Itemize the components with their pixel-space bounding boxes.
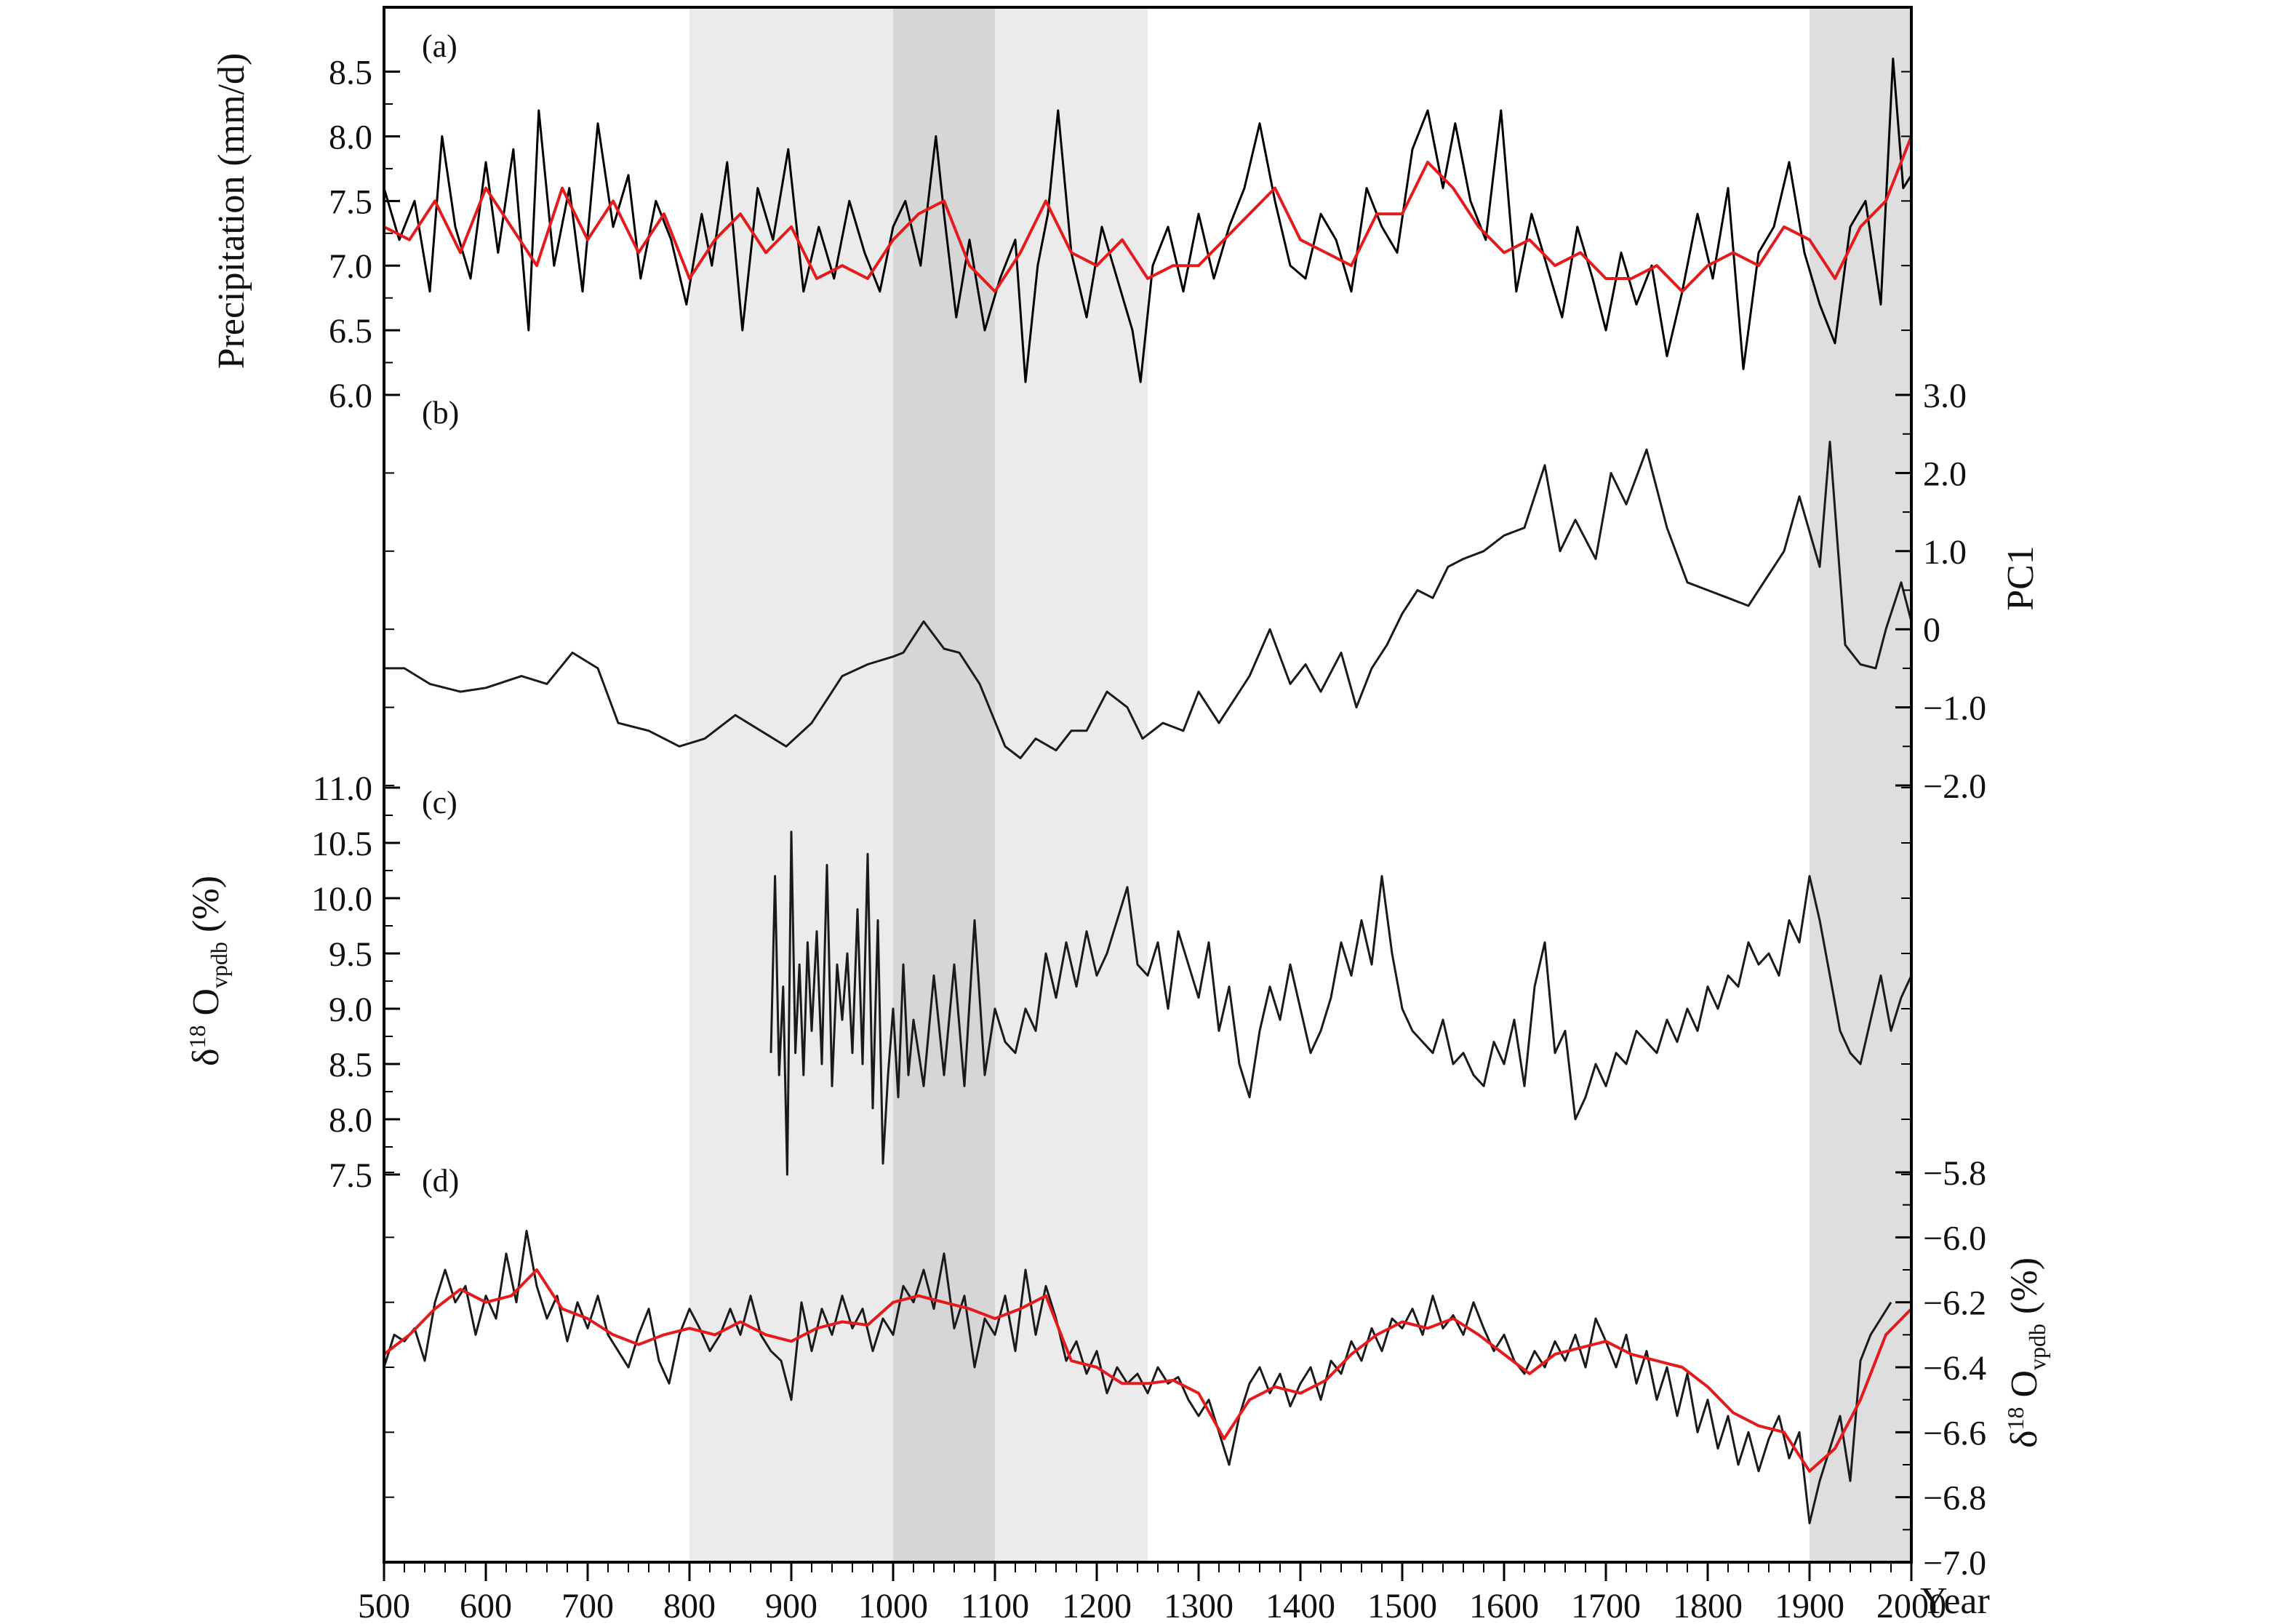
panel-1-raw-line [384, 440, 1913, 759]
panel-2-ytick-label-5: 10.0 [311, 880, 372, 919]
panel-2-ytick-label-1: 8.0 [329, 1101, 372, 1140]
plot-frame [383, 6, 1913, 1564]
panel-1-ytick-label-5: 3.0 [1923, 377, 1967, 415]
panel-a-label: (a) [422, 28, 457, 64]
panel-c-ylabel: δ18 Ovpdb (%) [184, 876, 232, 1066]
panel-2-raw-line [769, 831, 1913, 1176]
panel-2-series [769, 831, 1913, 1176]
x-tick-label-15: 2000 [1876, 1587, 1946, 1624]
shaded-periods [689, 7, 1911, 1562]
x-tick-label-4: 900 [765, 1587, 817, 1624]
panel-0-ytick-label-4: 8.0 [329, 118, 372, 156]
panel-1-ytick-label-3: 1.0 [1923, 533, 1967, 572]
panel-0-ytick-label-1: 6.5 [329, 312, 372, 351]
x-tick-label-6: 1100 [961, 1587, 1029, 1624]
axes-layer: 6.0 6.5 7.0 7.5 8.0 8.5 −2.0 −1.0 0 1.0 2.0 3.0 7.5 8… [311, 6, 1986, 1624]
x-tick-label-13: 1800 [1673, 1587, 1743, 1624]
panel-3-ytick-label-0: −7.0 [1923, 1544, 1986, 1583]
panel-1-ytick-label-4: 2.0 [1923, 455, 1967, 493]
x-tick-label-9: 1400 [1266, 1587, 1335, 1624]
panel-0-raw-line [383, 57, 1913, 383]
panel-3-ytick-label-1: −6.8 [1923, 1479, 1986, 1518]
x-tick-label-0: 500 [358, 1587, 410, 1624]
panel-3-ytick-label-3: −6.4 [1923, 1349, 1986, 1388]
panel-3-ytick-label-2: −6.6 [1923, 1414, 1986, 1452]
panel-2-ytick-label-2: 8.5 [329, 1046, 372, 1084]
x-tick-label-7: 1200 [1062, 1587, 1132, 1624]
panel-1-ytick-label-2: 0 [1923, 611, 1940, 649]
panel-c-label: (c) [422, 785, 457, 820]
panel-2-ytick-label-4: 9.5 [329, 935, 372, 974]
panel-d-ylabel: δ18 Ovpdb (%) [2002, 1257, 2050, 1448]
panel-0-ytick-label-3: 7.5 [329, 183, 372, 221]
x-tick-label-5: 1000 [858, 1587, 928, 1624]
panel-0-smoothed-line [383, 135, 1913, 293]
panel-3-raw-line [383, 1229, 1892, 1524]
panel-b-label: (b) [422, 395, 459, 431]
panel-2-ytick-label-7: 11.0 [313, 769, 372, 808]
x-tick-label-2: 700 [561, 1587, 614, 1624]
panel-3-ytick-label-4: −6.2 [1923, 1284, 1986, 1323]
x-tick-label-14: 1900 [1775, 1587, 1844, 1624]
panel-a-ylabel: Precipitation (mm/d) [211, 53, 252, 369]
panel-0-ytick-label-5: 8.5 [329, 54, 372, 92]
panel-1-ytick-label-0: −2.0 [1923, 767, 1986, 806]
panel-2-ytick-label-6: 10.5 [311, 825, 372, 863]
panel-3-ytick-label-5: −6.0 [1923, 1219, 1986, 1257]
panel-0-ytick-label-0: 6.0 [329, 377, 372, 415]
panel-0-series [383, 57, 1913, 383]
x-tick-label-1: 600 [460, 1587, 512, 1624]
panel-3-series [383, 1229, 1913, 1524]
x-tick-label-3: 800 [663, 1587, 716, 1624]
shaded-period-1 [893, 7, 995, 1562]
panel-d-label: (d) [422, 1163, 459, 1199]
x-tick-label-8: 1300 [1164, 1587, 1234, 1624]
x-tick-label-10: 1500 [1367, 1587, 1437, 1624]
x-tick-label-11: 1600 [1469, 1587, 1539, 1624]
panel-2-ytick-label-0: 7.5 [329, 1156, 372, 1195]
panel-1-series [384, 440, 1913, 759]
panel-3-smoothed-line [383, 1268, 1913, 1473]
x-tick-label-12: 1700 [1571, 1587, 1641, 1624]
panel-1-ytick-label-1: −1.0 [1923, 689, 1986, 728]
x-axis-label: Year [1920, 1580, 1990, 1622]
panel-3-ytick-label-6: −5.8 [1923, 1154, 1986, 1193]
labels-layer: (a) (b) (c) (d) Precipitation (mm/d) PC1… [184, 28, 2050, 1622]
panel-2-ytick-label-3: 9.0 [329, 991, 372, 1029]
series-layer [383, 57, 1913, 1524]
panel-b-ylabel: PC1 [2000, 545, 2042, 611]
panel-0-ytick-label-2: 7.0 [329, 247, 372, 286]
